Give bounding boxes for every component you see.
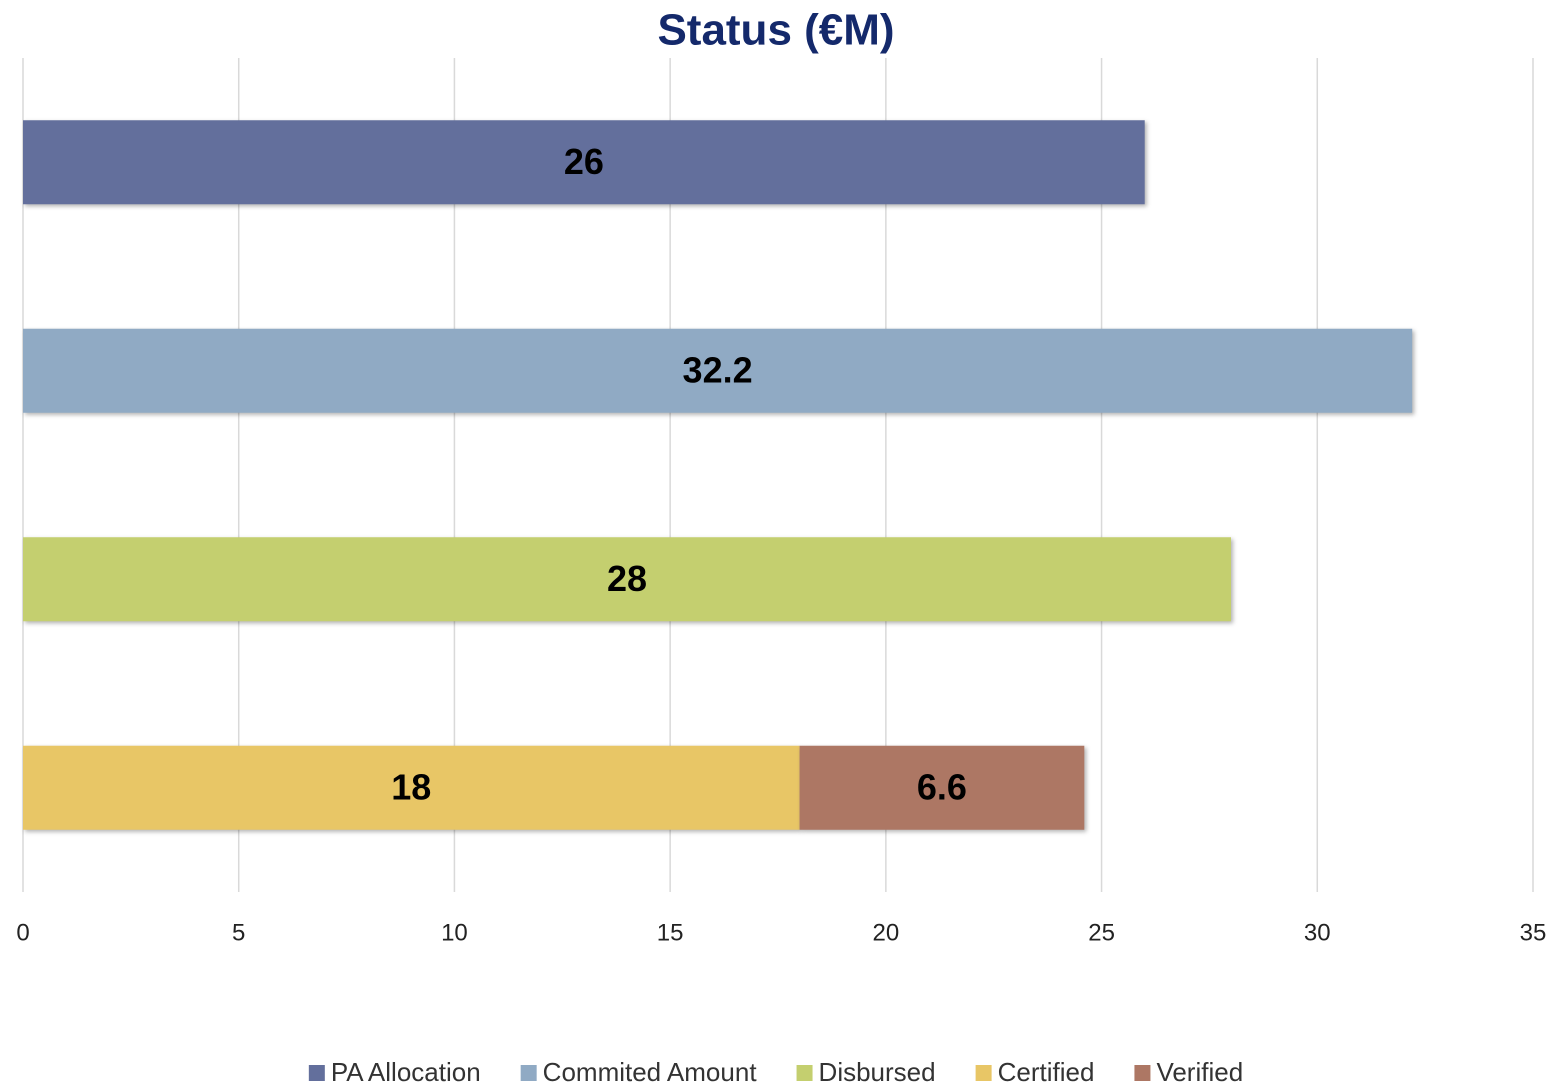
x-tick-label: 5 [232,919,245,946]
x-tick-label: 30 [1304,919,1331,946]
legend-label: Commited Amount [543,1057,758,1087]
legend-label: Disbursed [819,1057,936,1087]
bar [23,328,1413,413]
bar [23,745,800,830]
bar [23,120,1145,205]
legend-label: PA Allocation [331,1057,481,1087]
data-label: 6.6 [917,766,967,807]
data-label: 32.2 [683,349,753,390]
legend-swatch [975,1065,992,1081]
bar [799,745,1085,830]
data-label: 26 [564,141,604,182]
x-tick-label: 15 [657,919,684,946]
bar [23,537,1231,622]
x-tick-label: 0 [16,919,29,946]
x-tick-label: 10 [441,919,468,946]
legend-swatch [796,1065,813,1081]
data-label: 18 [391,766,431,807]
x-tick-label: 20 [873,919,900,946]
x-tick-label: 25 [1088,919,1115,946]
legend-swatch [520,1065,537,1081]
chart-title: Status (€M) [657,6,894,55]
data-label: 28 [607,558,647,599]
legend-swatch [308,1065,325,1081]
legend-label: Verified [1156,1057,1243,1087]
legend-label: Certified [998,1057,1095,1087]
x-tick-label: 35 [1520,919,1547,946]
legend-swatch [1134,1065,1151,1081]
